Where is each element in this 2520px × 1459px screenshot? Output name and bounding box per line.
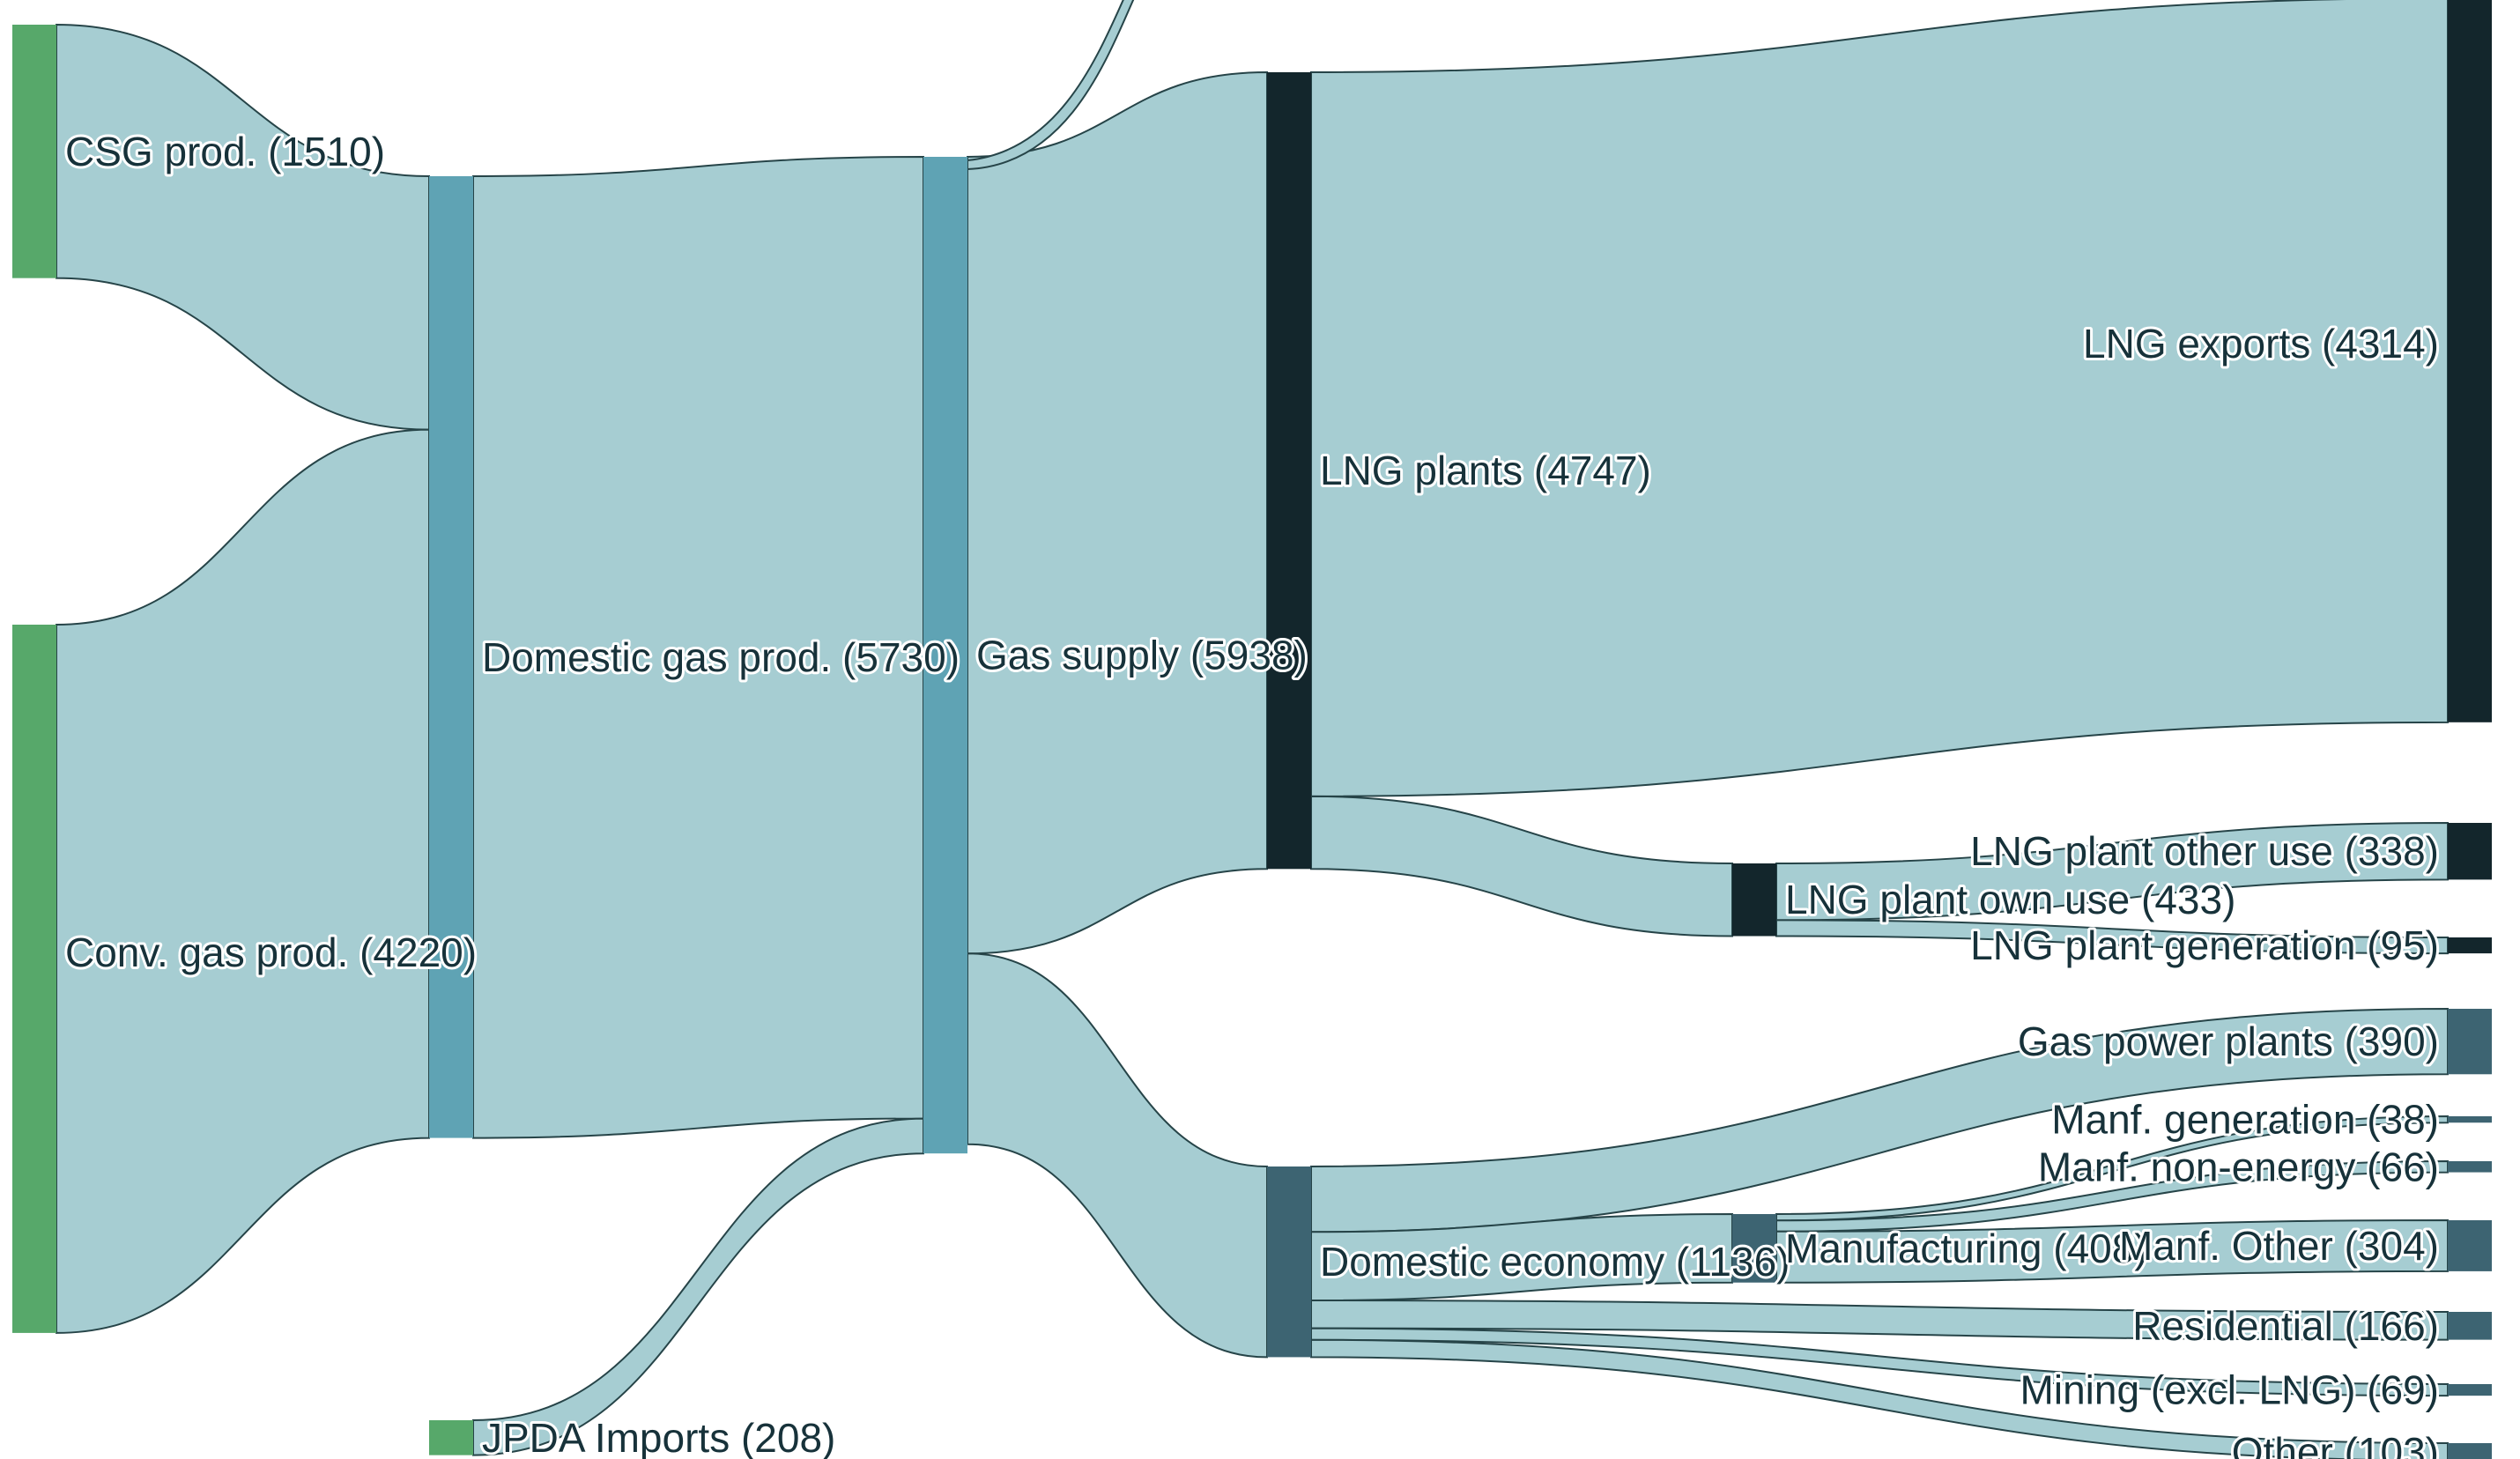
link-csg-to-dom_prod[interactable] <box>56 23 430 431</box>
label-manufacturing: Manufacturing (408) <box>1785 1226 2148 1271</box>
link-conv-to-dom_prod[interactable] <box>56 428 430 1334</box>
node-supply[interactable] <box>923 157 967 1154</box>
label-lng_other: LNG plant other use (338) <box>1970 828 2439 874</box>
link-manufacturing-to-manf_gen[interactable] <box>1775 1115 2449 1222</box>
label-lng_exports: LNG exports (4314) <box>2083 321 2439 367</box>
label-other: Other (103) <box>2232 1429 2439 1459</box>
node-other[interactable] <box>2448 1443 2492 1459</box>
label-gas_power: Gas power plants (390) <box>2018 1018 2439 1064</box>
label-manf_other: Manf. Other (304) <box>2119 1223 2439 1269</box>
label-csg: CSG prod. (1510) <box>65 129 385 174</box>
sankey-links <box>56 0 2449 1459</box>
node-manf_other[interactable] <box>2448 1220 2492 1271</box>
label-lng_gen: LNG plant generation (95) <box>1970 922 2439 968</box>
node-manf_gen[interactable] <box>2448 1116 2492 1123</box>
link-supply-to-dom_econ[interactable] <box>967 952 1268 1359</box>
node-manf_nonenergy[interactable] <box>2448 1161 2492 1173</box>
node-conv[interactable] <box>12 625 56 1333</box>
node-mining[interactable] <box>2448 1384 2492 1396</box>
label-manf_gen: Manf. generation (38) <box>2051 1097 2439 1143</box>
node-gas_power[interactable] <box>2448 1009 2492 1075</box>
node-dom_econ[interactable] <box>1267 1166 1311 1358</box>
link-jpda-to-supply[interactable] <box>472 1117 924 1456</box>
link-lng_plants-to-lng_own[interactable] <box>1310 795 1733 937</box>
node-lng_exports[interactable] <box>2448 0 2492 722</box>
node-manufacturing[interactable] <box>1732 1214 1776 1283</box>
link-lng_own-to-lng_gen[interactable] <box>1775 919 2449 955</box>
label-manf_nonenergy: Manf. non-energy (66) <box>2038 1144 2439 1189</box>
link-dom_econ-to-gas_power[interactable] <box>1310 1007 2449 1233</box>
node-lng_plants[interactable] <box>1267 72 1311 870</box>
label-dom_econ: Domestic economy (1136) <box>1320 1239 1790 1285</box>
node-jpda[interactable] <box>429 1420 473 1455</box>
node-residential[interactable] <box>2448 1312 2492 1340</box>
label-residential: Residential (166) <box>2132 1303 2439 1349</box>
node-lng_other[interactable] <box>2448 823 2492 880</box>
node-lng_gen[interactable] <box>2448 937 2492 954</box>
sankey-labels: CSG prod. (1510) Conv. gas prod. (4220) JP… <box>63 126 2442 1459</box>
node-csg[interactable] <box>12 25 56 278</box>
node-lng_own[interactable] <box>1732 863 1776 937</box>
link-lng_plants-to-lng_exports[interactable] <box>1310 0 2449 797</box>
label-jpda: JPDA Imports (208) <box>482 1415 835 1459</box>
link-supply-offframe <box>967 0 1135 171</box>
node-dom_prod[interactable] <box>429 176 473 1138</box>
label-conv: Conv. gas prod. (4220) <box>65 929 477 975</box>
label-supply: Gas supply (5938) <box>976 633 1308 678</box>
label-dom_prod: Domestic gas prod. (5730) <box>482 634 960 680</box>
label-lng_own: LNG plant own use (433) <box>1785 877 2235 922</box>
link-supply-to-lng_plants[interactable] <box>967 70 1268 955</box>
label-mining: Mining (excl. LNG) (69) <box>2020 1367 2439 1413</box>
sankey-nodes <box>12 0 2492 1459</box>
label-lng_plants: LNG plants (4747) <box>1320 448 1651 493</box>
link-dom_econ-to-other[interactable] <box>1310 1338 2449 1459</box>
